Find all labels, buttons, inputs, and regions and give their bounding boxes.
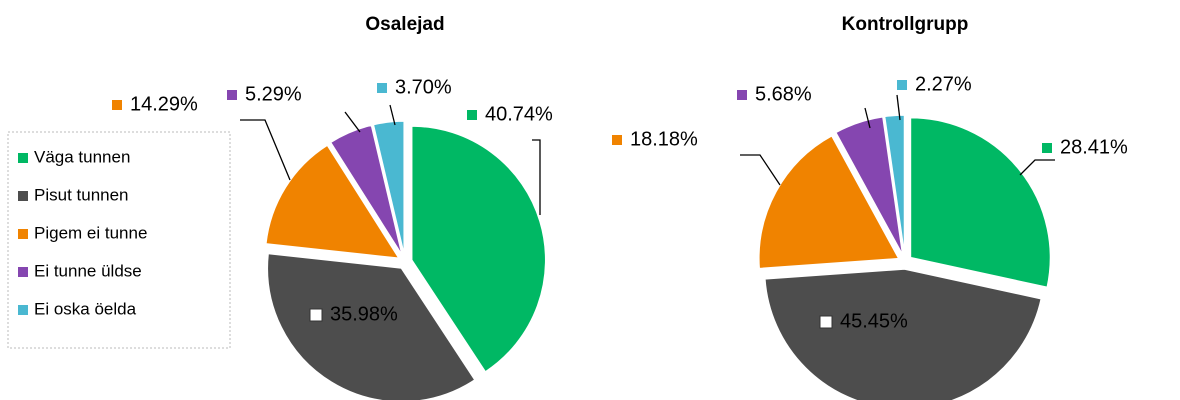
legend-swatch	[18, 267, 28, 277]
leader-line	[896, 94, 901, 121]
data-label: 45.45%	[840, 310, 908, 332]
label-marker	[897, 80, 907, 90]
data-label: 5.29%	[245, 83, 302, 105]
pie-slice	[834, 115, 904, 256]
data-label: 5.68%	[755, 83, 812, 105]
label-marker	[1042, 143, 1052, 153]
pie-slice	[266, 252, 477, 400]
pie-slice	[410, 125, 547, 373]
label-marker	[112, 100, 122, 110]
data-label: 35.98%	[330, 303, 398, 325]
pie-slice	[329, 124, 404, 256]
legend-swatch	[18, 229, 28, 239]
legend-label: Pisut tunnen	[34, 185, 129, 204]
legend-swatch	[18, 191, 28, 201]
label-marker	[227, 90, 237, 100]
legend-box	[7, 131, 231, 349]
chart-title: Osalejad	[365, 14, 444, 35]
data-label: 2.27%	[915, 73, 972, 95]
leader-line	[1019, 159, 1055, 176]
data-label: 3.70%	[395, 76, 452, 98]
pie-slice	[883, 114, 906, 256]
pie-slice	[265, 144, 401, 260]
legend-label: Väga tunnen	[34, 147, 130, 166]
data-label: 28.41%	[1060, 136, 1128, 158]
chart-title: Kontrollgrupp	[842, 14, 969, 35]
label-marker	[309, 308, 323, 322]
legend-label: Pigem ei tunne	[34, 223, 147, 242]
leader-line	[864, 107, 871, 129]
label-marker	[737, 90, 747, 100]
pie-slice	[764, 268, 1043, 400]
label-marker	[819, 315, 833, 329]
pie-slice	[758, 134, 901, 270]
legend-swatch	[18, 305, 28, 315]
leader-line	[532, 139, 541, 215]
data-label: 14.29%	[130, 93, 198, 115]
pie-slice	[909, 116, 1052, 289]
leader-line	[740, 154, 781, 186]
legend-swatch	[18, 153, 28, 163]
leader-line	[344, 111, 361, 133]
pie-slice	[372, 120, 405, 256]
label-marker	[467, 110, 477, 120]
label-marker	[612, 135, 622, 145]
label-marker	[377, 83, 387, 93]
legend-label: Ei tunne üldse	[34, 261, 142, 280]
data-label: 18.18%	[630, 128, 698, 150]
leader-line	[240, 119, 291, 181]
data-label: 40.74%	[485, 103, 553, 125]
leader-line	[389, 104, 396, 126]
legend-label: Ei oska öelda	[34, 299, 137, 318]
